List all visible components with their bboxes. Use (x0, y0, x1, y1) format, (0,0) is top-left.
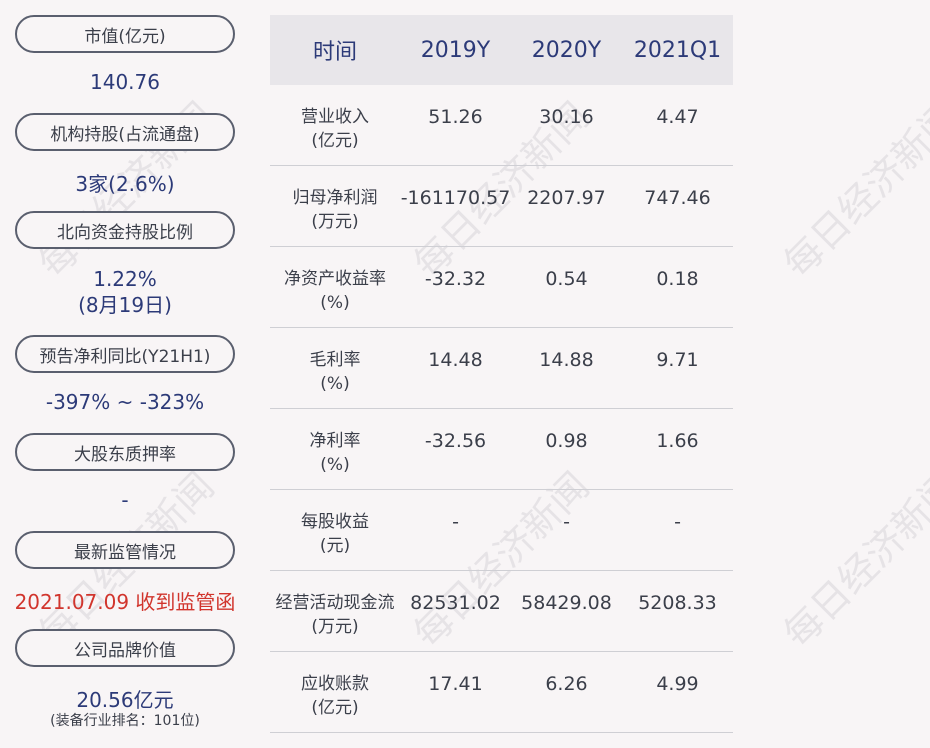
forecast-profit-value: -397% ~ -323% (45, 390, 205, 414)
cell-value: 747.46 (644, 187, 711, 209)
row-label-name: 每股收益 (301, 512, 369, 532)
cell-value: 14.88 (539, 349, 594, 371)
header-time: 时间 (312, 40, 357, 65)
brand-value-amount: 20.56亿元 (76, 688, 174, 712)
table-row: 每股收益 (元) - - - (270, 490, 733, 571)
row-label-name: 应收账款 (301, 674, 369, 694)
row-label: 每股收益 (元) (270, 490, 400, 558)
market-cap-value: 140.76 (90, 70, 160, 94)
cell-value: 4.47 (656, 106, 699, 128)
northbound-holding-label: 北向资金持股比例 (15, 211, 235, 249)
cell-value: -32.56 (424, 430, 487, 452)
header-2020: 2020Y (531, 37, 602, 63)
northbound-holding-percent: 1.22% (93, 267, 157, 291)
table-row: 净资产收益率 (%) -32.32 0.54 0.18 (270, 247, 733, 328)
row-label: 应收账款 (亿元) (270, 652, 400, 720)
cell-value: -32.32 (424, 268, 487, 290)
cell-value: 0.18 (656, 268, 699, 290)
cell-value: 4.99 (656, 673, 699, 695)
cell-value: 0.54 (545, 268, 588, 290)
cell-value: 30.16 (539, 106, 594, 128)
row-label-unit: (万元) (311, 617, 359, 637)
row-label-name: 经营活动现金流 (275, 593, 395, 613)
brand-value-rank: (装备行业排名：101位) (50, 713, 200, 729)
row-label: 经营活动现金流 (万元) (270, 571, 400, 639)
row-label-name: 毛利率 (309, 350, 361, 370)
regulation-value: 2021.07.09 收到监管函 (14, 590, 236, 614)
brand-value-label: 公司品牌价值 (15, 629, 235, 667)
row-label-unit: (%) (320, 293, 350, 313)
table-row: 归母净利润 (万元) -161170.57 2207.97 747.46 (270, 166, 733, 247)
regulation-label: 最新监管情况 (15, 531, 235, 569)
cell-value: 58429.08 (521, 592, 612, 614)
table-row: 营业收入 (亿元) 51.26 30.16 4.47 (270, 85, 733, 166)
row-label: 毛利率 (%) (270, 328, 400, 396)
cell-value: 82531.02 (410, 592, 501, 614)
northbound-holding-value: 1.22% (8月19日) (0, 266, 250, 318)
pledge-rate-value: - (121, 488, 129, 512)
row-label: 营业收入 (亿元) (270, 85, 400, 153)
northbound-holding-date: (8月19日) (78, 293, 172, 317)
cell-value: 6.26 (545, 673, 588, 695)
cell-value: 0.98 (545, 430, 588, 452)
cell-value: 17.41 (428, 673, 483, 695)
table-row: 净利率 (%) -32.56 0.98 1.66 (270, 409, 733, 490)
cell-value: 14.48 (428, 349, 483, 371)
row-label-name: 归母净利润 (292, 188, 378, 208)
cell-value: - (674, 511, 681, 533)
table-body: 营业收入 (亿元) 51.26 30.16 4.47 归母净利润 (万元) -161170.5… (270, 85, 733, 733)
row-label-name: 净资产收益率 (284, 269, 386, 289)
brand-value: 20.56亿元 (装备行业排名：101位) (0, 684, 250, 729)
row-label-unit: (亿元) (311, 698, 359, 718)
table-header: 时间 2019Y 2020Y 2021Q1 (270, 15, 733, 85)
cell-value: 9.71 (656, 349, 699, 371)
watermark: 每日经济新闻 (775, 93, 930, 287)
table-row: 经营活动现金流 (万元) 82531.02 58429.08 5208.33 (270, 571, 733, 652)
cell-value: -161170.57 (400, 187, 511, 209)
row-label: 净利率 (%) (270, 409, 400, 477)
cell-value: - (563, 511, 570, 533)
row-label-unit: (元) (319, 536, 351, 556)
market-cap-label: 市值(亿元) (15, 15, 235, 53)
table-row: 毛利率 (%) 14.48 14.88 9.71 (270, 328, 733, 409)
pledge-rate-label: 大股东质押率 (15, 433, 235, 471)
institution-holding-value: 3家(2.6%) (75, 172, 175, 196)
forecast-profit-label: 预告净利同比(Y21H1) (15, 335, 235, 373)
row-label-unit: (%) (320, 455, 350, 475)
row-label: 归母净利润 (万元) (270, 166, 400, 234)
watermark: 每日经济新闻 (775, 463, 930, 657)
institution-holding-label: 机构持股(占流通盘) (15, 113, 235, 151)
financial-table: 时间 2019Y 2020Y 2021Q1 营业收入 (亿元) 51.26 30.16… (270, 15, 733, 733)
row-label-unit: (%) (320, 374, 350, 394)
table-row: 应收账款 (亿元) 17.41 6.26 4.99 (270, 652, 733, 733)
row-label-name: 营业收入 (301, 107, 369, 127)
cell-value: 5208.33 (638, 592, 717, 614)
row-label-unit: (亿元) (311, 131, 359, 151)
cell-value: 1.66 (656, 430, 699, 452)
cell-value: 2207.97 (527, 187, 606, 209)
cell-value: 51.26 (428, 106, 483, 128)
header-2019: 2019Y (420, 37, 491, 63)
header-2021q1: 2021Q1 (633, 37, 722, 63)
row-label-name: 净利率 (309, 431, 361, 451)
row-label: 净资产收益率 (%) (270, 247, 400, 315)
cell-value: - (452, 511, 459, 533)
row-label-unit: (万元) (311, 212, 359, 232)
